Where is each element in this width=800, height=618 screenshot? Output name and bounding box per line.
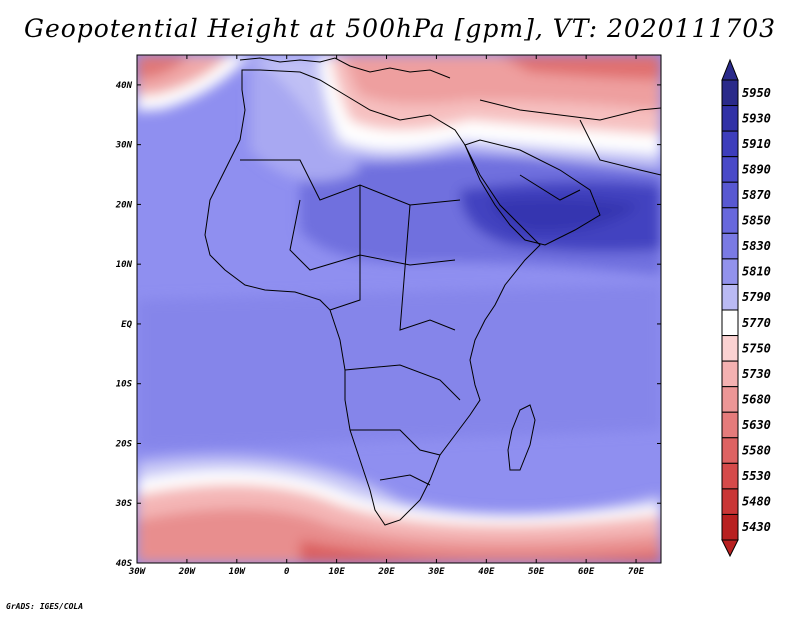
colorbar-swatch [721, 309, 739, 337]
colorbar-label: 5830 [742, 239, 771, 253]
colorbar-swatch [721, 411, 739, 439]
colorbar-swatch [721, 283, 739, 311]
height-field [137, 55, 661, 563]
colorbar-swatch [721, 258, 739, 285]
x-tick-label: 10E [328, 567, 345, 577]
y-tick-label: 30S [115, 499, 133, 509]
colorbar: 5950 5930 5910 5890 5870 5850 5830 5810 5790 5770… [721, 58, 771, 558]
colorbar-swatch [721, 488, 739, 515]
colorbar-swatch [721, 232, 739, 260]
colorbar-swatch [721, 386, 739, 413]
colorbar-label: 5530 [742, 469, 771, 483]
colorbar-min-arrow [721, 539, 739, 558]
colorbar-label: 5890 [742, 162, 771, 176]
colorbar-label: 5810 [742, 265, 771, 279]
x-axis: 30W 20W 10W 0 10E 20E 30E 40E 50E 60E 70E [128, 55, 645, 577]
coastlines [204, 57, 661, 526]
colorbar-swatch [721, 437, 739, 464]
colorbar-swatch [721, 79, 739, 107]
colorbar-label: 5790 [742, 290, 771, 304]
chart-title: Geopotential Height at 500hPa [gpm], VT:… [23, 14, 777, 43]
x-tick-label: 10W [229, 567, 247, 577]
colorbar-label: 5750 [742, 341, 771, 355]
x-tick-label: 30E [427, 567, 445, 577]
y-tick-label: 10S [116, 380, 133, 390]
colorbar-label: 5950 [742, 86, 771, 100]
colorbar-swatch [721, 462, 739, 490]
colorbar-label: 5430 [742, 520, 771, 534]
colorbar-swatch [721, 156, 739, 183]
colorbar-label: 5480 [742, 495, 771, 509]
plot-frame [136, 54, 662, 564]
colorbar-label: 5850 [742, 214, 771, 228]
colorbar-label: 5870 [742, 188, 771, 202]
colorbar-label: 5910 [742, 137, 771, 151]
colorbar-swatch [721, 181, 739, 209]
x-tick-label: 0 [284, 567, 290, 577]
colorbar-swatch [721, 130, 739, 158]
x-tick-label: 50E [528, 567, 545, 577]
colorbar-label: 5630 [742, 418, 771, 432]
y-tick-label: 20S [115, 439, 133, 449]
x-tick-label: 20W [178, 567, 197, 577]
colorbar-swatch [721, 360, 739, 388]
y-tick-label: 30N [115, 141, 133, 151]
x-tick-label: 70E [628, 567, 645, 577]
y-tick-label: 40N [116, 81, 133, 91]
y-tick-label: 20N [115, 200, 133, 210]
colorbar-label: 5930 [742, 111, 771, 125]
colorbar-swatch [721, 105, 739, 132]
credit-text: GrADS: IGES/COLA [6, 602, 84, 611]
colorbar-max-arrow [721, 58, 739, 81]
colorbar-label: 5580 [742, 444, 771, 458]
colorbar-label: 5770 [742, 316, 771, 330]
x-tick-label: 20E [377, 567, 395, 577]
colorbar-swatch [721, 207, 739, 234]
colorbar-label: 5680 [742, 392, 771, 406]
colorbar-swatch [721, 513, 739, 541]
y-axis: 40N 30N 20N 10N EQ 10S 20S 30S 40S [115, 81, 661, 569]
colorbar-swatch [721, 335, 739, 362]
y-tick-label: 10N [116, 260, 133, 270]
colorbar-label: 5730 [742, 367, 771, 381]
y-tick-label: EQ [121, 320, 132, 330]
x-tick-label: 40E [478, 567, 495, 577]
y-tick-label: 40S [116, 559, 133, 569]
x-tick-label: 60E [578, 567, 595, 577]
x-tick-label: 30W [128, 567, 147, 577]
